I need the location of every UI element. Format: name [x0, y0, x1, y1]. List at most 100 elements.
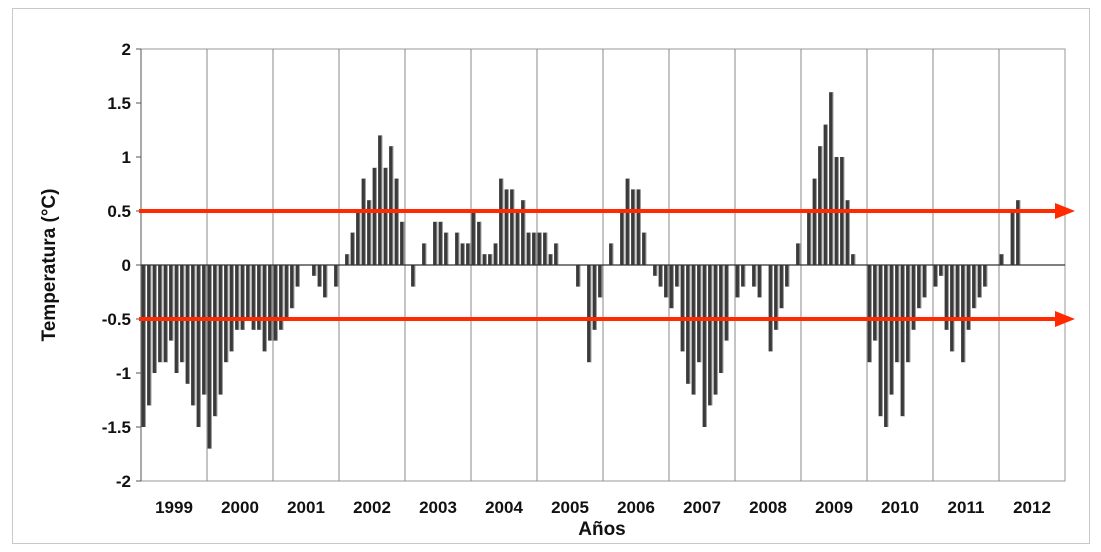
bar: [521, 200, 526, 265]
chart-frame: 2 1.5 1 0.5 0 -0.5 -1 -1.5 -2 1999 2000 2001 2002 200…: [12, 8, 1090, 544]
bar: [620, 211, 625, 265]
bar-highlight: [942, 265, 944, 276]
bar: [411, 265, 416, 287]
bar-highlight: [359, 211, 361, 265]
bar-highlight: [232, 265, 234, 352]
bar-highlight: [1019, 200, 1021, 265]
bar-highlight: [254, 265, 256, 330]
bar: [669, 265, 674, 309]
bar-highlight: [194, 265, 196, 406]
bar: [851, 254, 856, 265]
bar: [295, 265, 300, 287]
bar-highlight: [276, 265, 278, 341]
bar-highlight: [243, 265, 245, 330]
bar-highlight: [337, 265, 339, 287]
x-tick-label: 2011: [948, 498, 985, 517]
bar-highlight: [238, 265, 240, 330]
bar-highlight: [689, 265, 691, 384]
bar-highlight: [249, 265, 251, 319]
bar: [741, 265, 746, 287]
bar: [653, 265, 658, 276]
bar: [196, 265, 201, 427]
bar-highlight: [546, 232, 548, 265]
bar-highlight: [502, 178, 504, 265]
bar: [257, 265, 262, 330]
bar-highlight: [1002, 254, 1004, 265]
bar: [878, 265, 883, 417]
bar-highlight: [491, 254, 493, 265]
x-tick-label: 2007: [683, 498, 721, 517]
y-tick-label: -1: [116, 364, 131, 383]
bar-highlight: [947, 265, 949, 330]
bar-highlight: [848, 200, 850, 265]
bar-highlight: [166, 265, 168, 363]
bar: [939, 265, 944, 276]
bar: [598, 265, 603, 298]
bar-highlight: [936, 265, 938, 287]
bar-highlight: [260, 265, 262, 330]
bar-highlight: [540, 232, 542, 265]
bar: [202, 265, 207, 395]
bar: [983, 265, 988, 287]
bar-highlight: [271, 265, 273, 341]
bar: [400, 221, 405, 265]
bar: [961, 265, 966, 363]
bar: [543, 232, 548, 265]
bar: [504, 189, 509, 265]
bar-highlight: [199, 265, 201, 427]
bar: [768, 265, 773, 352]
bar-highlight: [760, 265, 762, 298]
bar-highlight: [623, 211, 625, 265]
bar-highlight: [612, 243, 614, 265]
bar: [757, 265, 762, 298]
bar-highlight: [353, 232, 355, 265]
bar-highlight: [436, 221, 438, 265]
bar-highlight: [210, 265, 212, 449]
bar: [323, 265, 328, 298]
bar-highlight: [375, 167, 377, 265]
bar-highlight: [265, 265, 267, 352]
x-tick-label: 2003: [419, 498, 457, 517]
y-tick-label: -1.5: [102, 418, 131, 437]
bar: [917, 265, 922, 309]
bar: [438, 221, 443, 265]
x-tick-label: 2000: [221, 498, 259, 517]
bar-highlight: [826, 124, 828, 265]
bar-highlight: [557, 243, 559, 265]
bar-highlight: [892, 265, 894, 395]
bar: [966, 265, 971, 330]
bar-highlight: [144, 265, 146, 427]
bar: [389, 146, 394, 265]
bar: [895, 265, 900, 363]
bar: [680, 265, 685, 352]
bar: [488, 254, 493, 265]
bar: [372, 167, 377, 265]
bar-highlight: [551, 254, 553, 265]
bar: [845, 200, 850, 265]
y-tick-label: 2: [122, 40, 131, 59]
x-tick-label: 2008: [749, 498, 787, 517]
y-tick-label: -0.5: [102, 310, 131, 329]
bar-highlight: [447, 232, 449, 265]
bar-highlight: [678, 265, 680, 287]
bar: [697, 265, 702, 363]
y-tick-label: 0: [122, 256, 131, 275]
bar: [273, 265, 278, 341]
bar-highlight: [287, 265, 289, 319]
bar-highlight: [326, 265, 328, 298]
bar-highlight: [458, 232, 460, 265]
bar: [829, 92, 834, 265]
x-tick-label: 2010: [881, 498, 919, 517]
bar-highlight: [821, 146, 823, 265]
bar-highlight: [469, 243, 471, 265]
bar: [229, 265, 234, 352]
bar-highlight: [441, 221, 443, 265]
bar-highlight: [172, 265, 174, 341]
bar-highlight: [161, 265, 163, 363]
x-tick-label: 2002: [353, 498, 391, 517]
bar-highlight: [755, 265, 757, 287]
bar-highlight: [150, 265, 152, 406]
bar: [163, 265, 168, 363]
bar: [422, 243, 427, 265]
bar-highlight: [590, 265, 592, 363]
